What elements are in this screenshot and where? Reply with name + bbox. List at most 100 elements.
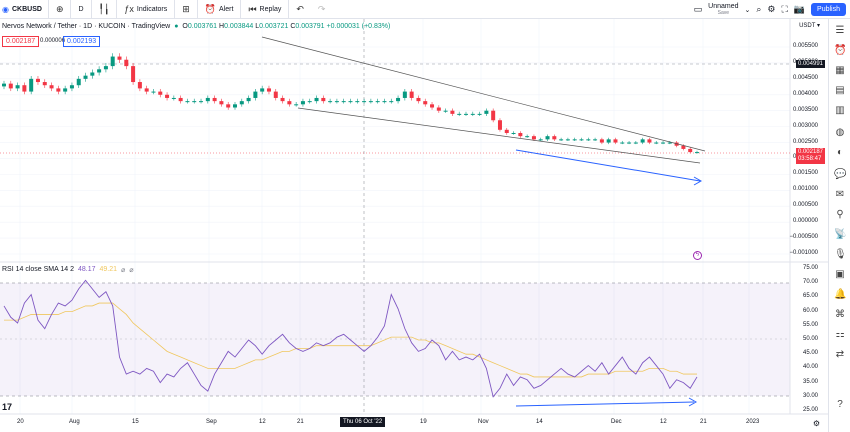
alert-label: Alert [219, 5, 234, 13]
candle-body [695, 152, 699, 154]
candle-body [165, 94, 170, 98]
alerts-icon[interactable]: ⏰ [834, 45, 847, 56]
candle-body [131, 66, 136, 83]
undo-button[interactable]: ↶ [289, 0, 311, 19]
h-key: H [219, 23, 225, 30]
camera-icon[interactable]: 📷 [793, 4, 806, 14]
hotlists-icon[interactable]: ▤ [835, 85, 845, 96]
countdown-value: 03:58:47 [797, 156, 822, 162]
candle-body [674, 142, 679, 146]
candle-body [192, 101, 197, 103]
trendline-upper [261, 36, 706, 152]
settings-icon[interactable]: ⚙ [767, 4, 776, 14]
layout-icon[interactable]: ▭ [693, 4, 703, 14]
rsi-tick-label: 55.00 [802, 321, 818, 328]
chart-legend: Nervos Network / Tether · 1D · KUCOIN · … [2, 23, 390, 30]
last-price-value: 0.002187 [797, 149, 823, 155]
candle-body [76, 78, 81, 86]
time-tick-label: 19 [420, 419, 427, 425]
alert-button[interactable]: ⏰ Alert [198, 0, 242, 19]
candle-body [504, 129, 509, 133]
candle-body [110, 56, 115, 67]
ohlc-values: O0.003761 H0.003844 L0.003721 C0.003791 … [182, 23, 390, 30]
chevron-down-icon[interactable]: ⌄ [744, 6, 751, 14]
time-tick-label: 2023 [746, 419, 760, 425]
rsi-legend: RSI 14 close SMA 14 2 48.17 49.21 ⌀ ⌀ [2, 266, 133, 274]
calendar-icon[interactable]: ▥ [835, 105, 845, 116]
notifications-icon[interactable]: ⚲ [836, 209, 844, 220]
layout-status-label: Save [717, 9, 730, 16]
indicators-icon: ƒx [124, 4, 134, 14]
visibility-icon[interactable]: ⌀ [121, 267, 126, 274]
candle-body [579, 139, 584, 141]
time-tick-label: 21 [700, 419, 707, 425]
search-icon[interactable]: ⌕ [756, 4, 762, 14]
candle-body [565, 139, 570, 141]
replay-button[interactable]: ⏮ Replay [241, 0, 290, 19]
broadcast-icon[interactable]: 📡 [834, 229, 847, 240]
l-key: L [255, 23, 260, 30]
chart-type-button[interactable]: ╿╽ [92, 0, 118, 19]
messages-icon[interactable]: ✉ [835, 189, 845, 200]
price-tick-label: 0.003500 [792, 106, 818, 113]
candle-body [151, 91, 156, 93]
candle-body [633, 142, 638, 144]
plus-circle-icon: ⊕ [55, 3, 64, 14]
candle-body [389, 101, 394, 103]
candle-body [8, 83, 13, 89]
streams-icon[interactable]: ◐ [836, 147, 844, 158]
time-tick-label: 12 [259, 419, 266, 425]
symbol-search[interactable]: ◉ CKBUSD [0, 0, 49, 19]
redo-button[interactable]: ↷ [311, 0, 333, 19]
pine-icon[interactable]: ⌘ [835, 309, 845, 320]
chart-icon[interactable]: ⚏ [835, 329, 845, 340]
screener-icon[interactable]: ▣ [835, 269, 845, 280]
candle-body [273, 91, 278, 98]
candle-body [491, 110, 496, 121]
grid-icon: ⊞ [182, 3, 190, 14]
candle-body [63, 88, 68, 92]
indicators-button[interactable]: ƒx Indicators [117, 0, 176, 19]
chat-icon[interactable]: 💬 [834, 169, 847, 180]
o-key: O [182, 23, 188, 30]
fullscreen-icon[interactable]: ⛶ [781, 4, 788, 14]
trading-icon[interactable]: ⇄ [835, 349, 845, 360]
publish-button[interactable]: Publish [811, 3, 846, 16]
rsi-value: 48.17 [77, 266, 96, 273]
candle-body [470, 113, 475, 115]
templates-button[interactable]: ⊞ [175, 0, 198, 19]
buy-price-button[interactable]: 0.002193 [63, 36, 101, 47]
spread-value: 0.000006 [40, 38, 66, 44]
podcast-icon[interactable]: 🎙 [834, 249, 847, 260]
candle-body [334, 101, 339, 103]
exchange-logo-icon: ◉ [2, 4, 9, 14]
candle-body [416, 97, 421, 102]
candle-body [124, 59, 129, 67]
candle-body [599, 139, 604, 143]
candle-body [552, 136, 557, 140]
currency-selector[interactable]: USDT ▾ [799, 23, 820, 29]
data-window-icon[interactable]: ▦ [835, 65, 845, 76]
candle-body [328, 101, 333, 103]
candle-body [362, 101, 367, 103]
replay-label: Replay [259, 5, 282, 13]
settings-small-icon[interactable]: ⌀ [129, 267, 134, 274]
settings-gear-icon[interactable]: ⚙ [812, 419, 820, 428]
candle-body [627, 142, 632, 144]
candle-body [464, 113, 468, 115]
interval-button[interactable]: D [71, 0, 92, 19]
ideas-icon[interactable]: ◍ [835, 127, 845, 138]
bell-icon[interactable]: 🔔 [834, 289, 847, 300]
change-value: +0.000031 (+0.83%) [326, 23, 391, 30]
candle-body [103, 66, 108, 70]
price-tick-label: 0.000000 [792, 218, 818, 225]
candle-body [185, 101, 190, 103]
help-icon[interactable]: ? [837, 399, 843, 410]
layout-name[interactable]: Unnamed Save [708, 3, 738, 17]
lightning-icon[interactable]: ϟ [693, 251, 702, 260]
compare-button[interactable]: ⊕ [49, 0, 72, 19]
rsi-tick-label: 50.00 [802, 336, 818, 342]
sell-price-button[interactable]: 0.002187 [2, 36, 40, 47]
watchlist-icon[interactable]: ☰ [835, 25, 845, 36]
